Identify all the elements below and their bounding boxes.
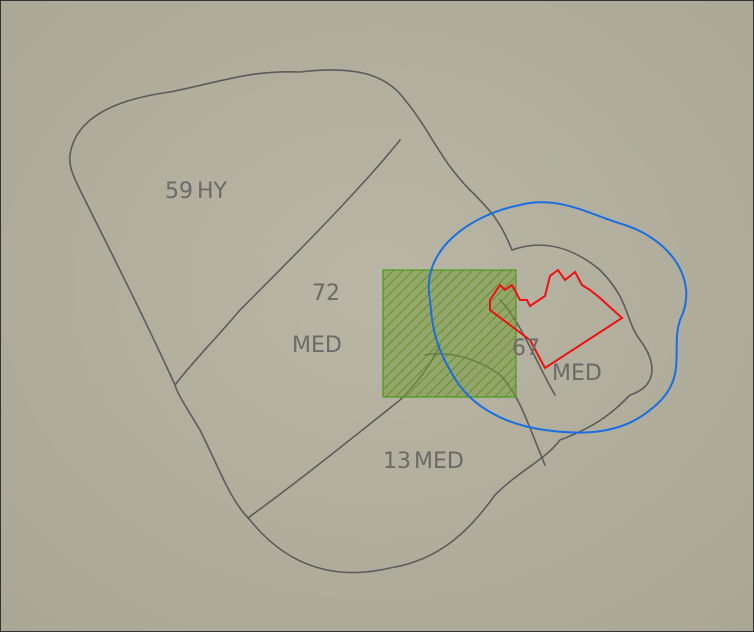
region-number: 59	[165, 179, 193, 204]
selection-area	[383, 270, 516, 397]
region-number: 72	[312, 281, 340, 306]
region-code: MED	[292, 333, 342, 358]
region-code: MED	[552, 361, 602, 386]
region-number: 13	[383, 449, 411, 474]
region-number: 67	[512, 336, 540, 361]
map-background	[1, 1, 754, 632]
map-view: 59 HY 72 MED 67 MED 13 MED	[0, 0, 754, 632]
page: 59 HY 72 MED 67 MED 13 MED (() => { cons…	[0, 0, 754, 632]
region-code: HY	[197, 179, 228, 204]
region-code: MED	[414, 449, 464, 474]
